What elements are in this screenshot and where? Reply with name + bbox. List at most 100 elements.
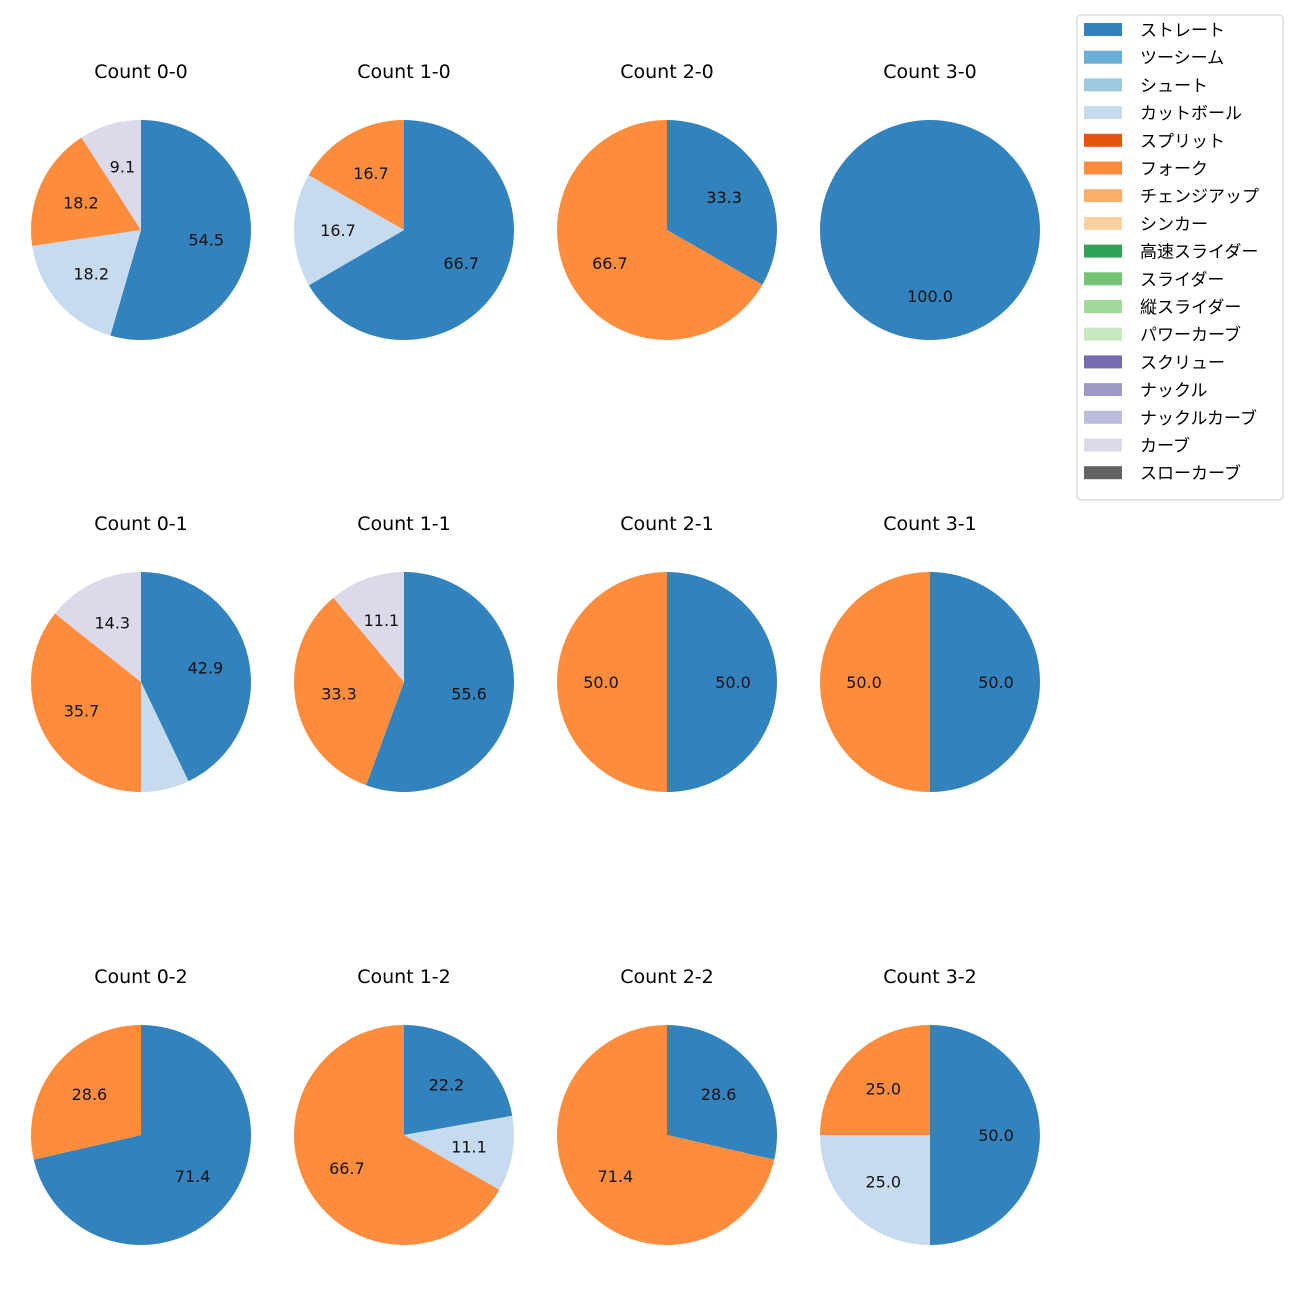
pie-slice <box>32 230 141 336</box>
slice-label: 50.0 <box>978 673 1014 692</box>
pie-slice <box>820 1135 930 1245</box>
legend-label: スクリュー <box>1140 353 1225 373</box>
legend-swatch <box>1084 78 1122 92</box>
legend-label: スプリット <box>1140 132 1225 152</box>
slice-label: 18.2 <box>73 264 109 283</box>
pie-slice <box>31 137 141 246</box>
legend-label: シュート <box>1140 76 1208 96</box>
pie-title: Count 3-0 <box>883 61 977 83</box>
pie-title: Count 2-0 <box>620 61 714 83</box>
legend-swatch <box>1084 300 1122 313</box>
legend-swatch <box>1084 133 1122 147</box>
slice-label: 71.4 <box>175 1167 211 1186</box>
pie-count-0-2: Count 0-2 71.4 28.6 <box>30 966 251 1245</box>
legend-swatch <box>1084 23 1122 36</box>
legend-label: スローカーブ <box>1140 463 1241 484</box>
legend-swatch <box>1084 244 1122 258</box>
legend-swatch <box>1084 383 1122 397</box>
slice-label: 25.0 <box>865 1079 901 1098</box>
pie-title: Count 0-0 <box>94 61 188 83</box>
legend-label: フォーク <box>1140 160 1208 180</box>
pie-slice <box>308 120 514 341</box>
slice-label: 66.7 <box>592 254 628 273</box>
legend-label: ストレート <box>1140 21 1225 41</box>
legend-swatch <box>1084 50 1122 64</box>
legend-swatch <box>1084 272 1122 286</box>
slice-label: 50.0 <box>715 673 751 692</box>
pie-count-0-0: Count 0-0 54.5 18.2 18.2 9.1 <box>31 61 252 340</box>
pie-slice <box>333 572 404 682</box>
slice-label: 18.2 <box>63 194 99 213</box>
pie-slice <box>404 1115 514 1190</box>
pie-count-1-1: Count 1-1 55.6 33.3 11.1 <box>294 513 515 792</box>
pie-title: Count 1-0 <box>357 61 451 83</box>
slice-label: 54.5 <box>188 230 224 249</box>
slice-label: 35.7 <box>64 702 100 721</box>
slice-label: 25.0 <box>865 1173 901 1192</box>
slice-label: 14.3 <box>94 614 130 633</box>
slice-label: 28.6 <box>72 1085 108 1104</box>
legend-label: ナックル <box>1140 381 1208 401</box>
pie-count-0-1: Count 0-1 42.9 35.7 14.3 <box>31 513 251 792</box>
pie-slice <box>308 120 404 230</box>
legend: ストレートツーシームシュートカットボールスプリットフォークチェンジアップシンカー… <box>1076 14 1284 501</box>
legend-label: ナックルカーブ <box>1140 408 1257 429</box>
pie-title: Count 3-2 <box>883 966 977 988</box>
slice-label: 50.0 <box>978 1126 1014 1145</box>
pie-count-2-0: Count 2-0 33.3 66.7 <box>557 61 778 340</box>
slice-label: 66.7 <box>329 1159 365 1178</box>
pie-slice <box>81 120 141 230</box>
pie-slice <box>820 572 930 792</box>
pie-slice <box>557 120 763 340</box>
pie-title: Count 0-2 <box>94 966 188 988</box>
pie-slice <box>293 175 404 286</box>
pie-title: Count 2-1 <box>620 513 714 535</box>
pie-title: Count 0-1 <box>94 513 188 535</box>
pie-slice <box>557 572 667 792</box>
pie-slice <box>30 1025 142 1160</box>
legend-label: カットボール <box>1140 104 1242 124</box>
pie-count-2-1: Count 2-1 50.0 50.0 <box>557 513 777 792</box>
pie-count-3-1: Count 3-1 50.0 50.0 <box>820 513 1040 792</box>
pie-slice <box>31 613 141 792</box>
legend-swatch <box>1084 106 1122 120</box>
pie-count-1-0: Count 1-0 66.7 16.7 16.7 <box>293 61 514 341</box>
pie-slice <box>141 682 189 792</box>
slice-label: 100.0 <box>907 287 953 306</box>
legend-frame <box>1076 14 1284 501</box>
legend-label: ツーシーム <box>1140 49 1224 69</box>
slice-label: 42.9 <box>188 658 224 677</box>
pie-title: Count 3-1 <box>883 513 977 535</box>
pie-count-2-2: Count 2-2 28.6 71.4 <box>557 966 778 1245</box>
legend-label: チェンジアップ <box>1140 187 1259 207</box>
pie-count-3-0: Count 3-0 100.0 <box>820 61 1040 340</box>
pie-slice <box>294 1025 500 1245</box>
legend-label: シンカー <box>1140 215 1208 235</box>
legend-label: パワーカーブ <box>1140 325 1241 346</box>
pie-slice <box>294 597 404 786</box>
pie-slice <box>404 1025 513 1135</box>
pie-slice <box>820 120 1040 340</box>
slice-label: 33.3 <box>321 684 357 703</box>
legend-swatch <box>1084 216 1122 230</box>
slice-label: 11.1 <box>364 611 400 630</box>
legend-label: 高速スライダー <box>1140 243 1258 263</box>
pie-count-1-2: Count 1-2 22.2 11.1 66.7 <box>294 966 514 1245</box>
pie-slice <box>667 572 777 792</box>
slice-label: 50.0 <box>846 673 882 692</box>
pie-title: Count 2-2 <box>620 966 714 988</box>
slice-label: 50.0 <box>583 673 619 692</box>
pie-slice <box>667 120 778 285</box>
slice-label: 28.6 <box>701 1085 737 1104</box>
pie-count-3-2: Count 3-2 50.0 25.0 25.0 <box>820 966 1040 1245</box>
pie-slice <box>820 1025 930 1135</box>
legend-label: カーブ <box>1140 436 1190 457</box>
slice-label: 66.7 <box>443 254 479 273</box>
legend-swatch <box>1084 189 1122 203</box>
slice-label: 22.2 <box>429 1075 465 1094</box>
legend-label: スライダー <box>1140 270 1224 290</box>
legend-label: 縦スライダー <box>1140 298 1241 318</box>
slice-label: 55.6 <box>451 685 487 704</box>
pie-slice <box>54 572 141 682</box>
